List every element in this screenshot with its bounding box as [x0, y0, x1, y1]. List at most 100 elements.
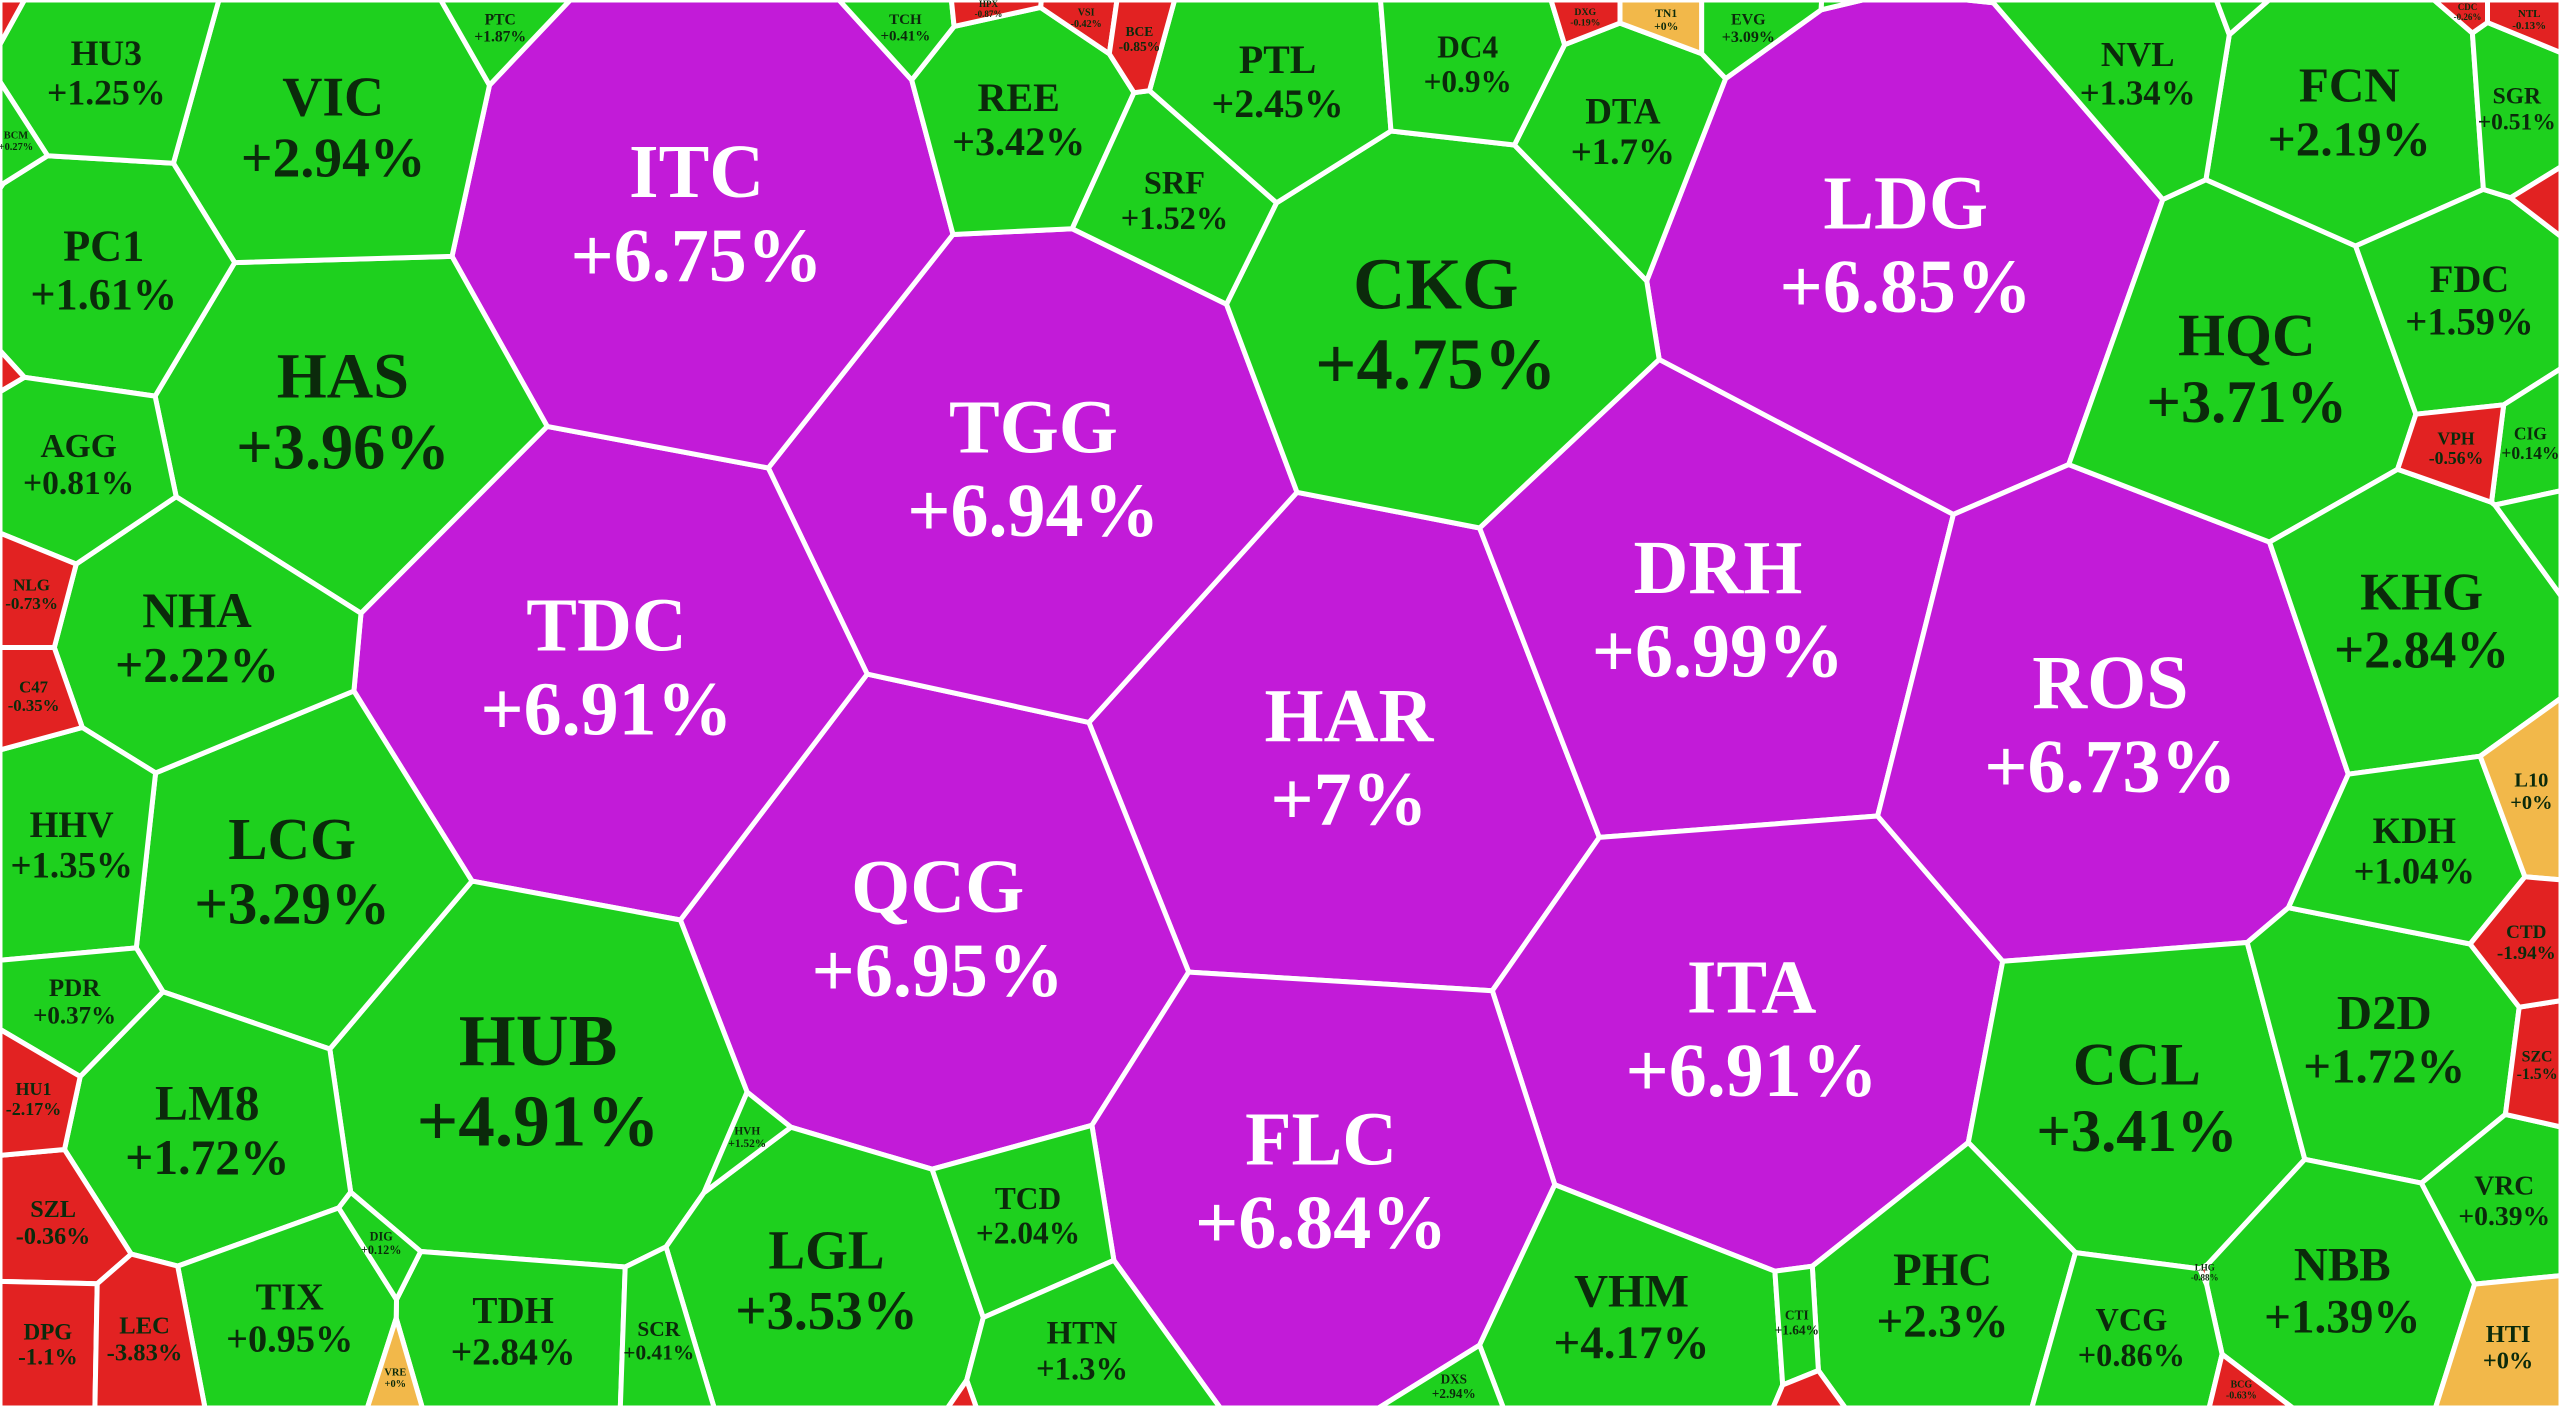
change-label-dc4: +0.9%: [1424, 64, 1512, 99]
ticker-label-szl: SZL: [30, 1196, 76, 1223]
ticker-label-agg: AGG: [40, 428, 116, 465]
change-label-hu3: +1.25%: [47, 72, 165, 112]
change-label-dxs: +2.94%: [1432, 1386, 1476, 1401]
change-label-bcm: +0.27%: [0, 142, 33, 153]
change-label-flc: +6.84%: [1195, 1181, 1447, 1265]
change-label-srf: +1.52%: [1121, 201, 1229, 237]
ticker-label-dxs: DXS: [1441, 1372, 1467, 1387]
ticker-label-bcg: BCG: [2230, 1380, 2252, 1391]
ticker-label-phc: PHC: [1893, 1244, 1992, 1296]
change-label-har: +7%: [1270, 758, 1427, 842]
treemap-cell-filler: [2508, 164, 2561, 239]
change-label-vre: +0%: [385, 1379, 407, 1390]
ticker-label-ree: REE: [977, 75, 1059, 120]
ticker-label-nlg: NLG: [13, 575, 50, 594]
ticker-label-ptl: PTL: [1239, 38, 1316, 82]
ticker-label-lcg: LCG: [228, 807, 356, 872]
ticker-label-pc1: PC1: [63, 221, 144, 270]
change-label-vrc: +0.39%: [2458, 1200, 2550, 1231]
change-label-lec: -3.83%: [107, 1339, 183, 1366]
change-label-hti: +0%: [2483, 1348, 2533, 1375]
treemap-cell-dxs: [1376, 1342, 1506, 1408]
treemap-cell-filler: [945, 1377, 979, 1408]
change-label-nlg: -0.73%: [5, 594, 58, 613]
change-label-lcg: +3.29%: [194, 872, 390, 937]
ticker-label-vre: VRE: [384, 1367, 406, 1378]
change-label-ptl: +2.45%: [1212, 82, 1344, 126]
ticker-label-tdh: TDH: [472, 1291, 553, 1332]
change-label-lhg: -0.88%: [2191, 1272, 2219, 1282]
change-label-vph: -0.56%: [2429, 448, 2484, 468]
change-label-cdc: -0.26%: [2454, 12, 2482, 22]
ticker-label-vph: VPH: [2437, 429, 2475, 449]
ticker-label-c47: C47: [19, 678, 48, 697]
ticker-label-vic: VIC: [282, 66, 384, 128]
change-label-fdc: +1.59%: [2405, 302, 2533, 344]
treemap-cell-dxg: [1548, 0, 1623, 48]
ticker-label-vsi: VSI: [1078, 8, 1095, 19]
ticker-label-nvl: NVL: [2101, 35, 2175, 74]
change-label-tch: +0.41%: [880, 29, 930, 45]
change-label-itc: +6.75%: [570, 214, 822, 298]
ticker-label-scr: SCR: [637, 1317, 680, 1341]
change-label-cig: +0.14%: [2501, 443, 2559, 463]
change-label-cti: +1.64%: [1775, 1322, 1819, 1337]
treemap-cell-bcg: [2206, 1351, 2296, 1408]
ticker-label-qcg: QCG: [851, 845, 1024, 929]
change-label-bce: -0.85%: [1119, 39, 1161, 54]
ticker-label-vrc: VRC: [2474, 1170, 2534, 1201]
change-label-dta: +1.7%: [1571, 132, 1675, 173]
change-label-pc1: +1.61%: [30, 270, 177, 319]
change-label-vic: +2.94%: [241, 128, 426, 190]
change-label-vcg: +0.86%: [2078, 1337, 2185, 1373]
change-label-pdr: +0.37%: [33, 1003, 116, 1030]
ticker-label-ldg: LDG: [1823, 161, 1988, 245]
change-label-kdh: +1.04%: [2354, 850, 2475, 891]
change-label-hub: +4.91%: [417, 1081, 660, 1162]
ticker-label-tn1: TN1: [1655, 7, 1677, 20]
change-label-ntl: -0.13%: [2512, 20, 2546, 32]
change-label-khg: +2.84%: [2334, 622, 2509, 680]
ticker-label-tch: TCH: [889, 12, 922, 28]
ticker-label-kdh: KDH: [2373, 810, 2456, 851]
change-label-tix: +0.95%: [226, 1318, 353, 1360]
ticker-label-l10: L10: [2514, 769, 2548, 791]
change-label-phc: +2.3%: [1876, 1296, 2008, 1348]
treemap-cell-ptc: [438, 0, 573, 88]
change-label-agg: +0.81%: [23, 465, 134, 502]
change-label-tgg: +6.94%: [907, 469, 1159, 553]
ticker-label-lgl: LGL: [768, 1219, 884, 1280]
change-label-evg: +3.09%: [1722, 29, 1775, 46]
ticker-label-bcm: BCM: [4, 130, 28, 141]
treemap-cell-hpx: [948, 0, 1044, 29]
change-label-dig: +0.12%: [361, 1243, 401, 1257]
ticker-label-sgr: SGR: [2493, 84, 2542, 110]
ticker-label-cig: CIG: [2514, 424, 2547, 444]
treemap-cell-cdc: [2431, 0, 2490, 36]
change-label-vsi: -0.42%: [1071, 19, 1102, 30]
treemap-cell-hti: [2432, 1273, 2561, 1408]
treemap-cell-filler: [2492, 488, 2561, 599]
change-label-ccl: +3.41%: [2036, 1098, 2237, 1165]
change-label-tdc: +6.91%: [480, 667, 732, 751]
ticker-label-vcg: VCG: [2096, 1301, 2168, 1337]
treemap-cell-filler: [0, 0, 27, 47]
treemap-cell-lhg: [2197, 1262, 2211, 1287]
treemap-cell-dc4: [1378, 0, 1568, 148]
change-label-tcd: +2.04%: [976, 1216, 1080, 1251]
change-label-fcn: +2.19%: [2268, 111, 2431, 166]
change-label-nha: +2.22%: [115, 637, 279, 692]
ticker-label-itc: ITC: [629, 130, 764, 214]
ticker-label-drh: DRH: [1633, 526, 1802, 610]
change-label-tn1: +0%: [1654, 20, 1678, 33]
treemap-cell-filler: [0, 348, 27, 395]
ticker-label-lm8: LM8: [155, 1076, 260, 1131]
ticker-label-szc: SZC: [2522, 1048, 2553, 1065]
change-label-hhv: +1.35%: [10, 844, 132, 885]
treemap-cell-lec: [92, 1251, 208, 1408]
ticker-label-hu1: HU1: [16, 1079, 52, 1099]
ticker-label-ros: ROS: [2032, 641, 2188, 725]
ticker-label-fcn: FCN: [2299, 57, 2400, 112]
change-label-l10: +0%: [2510, 792, 2552, 814]
